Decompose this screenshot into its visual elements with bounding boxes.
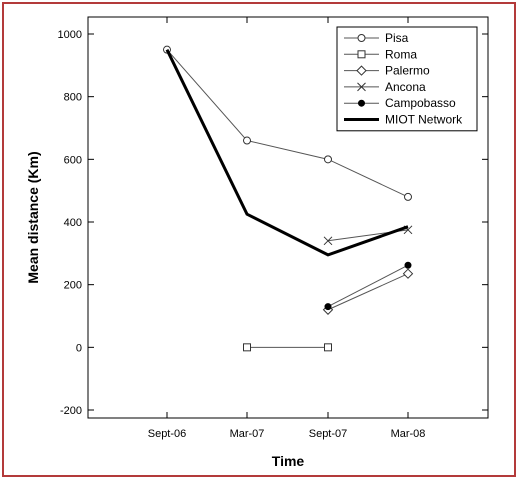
series-layer bbox=[163, 45, 414, 352]
legend-item-palermo: Palermo bbox=[344, 64, 430, 78]
legend-label: Campobasso bbox=[385, 96, 456, 110]
series-miot-network bbox=[165, 49, 409, 257]
x-tick-label: Mar-08 bbox=[391, 428, 426, 440]
data-point-pisa bbox=[404, 192, 412, 201]
data-point-ancona bbox=[323, 236, 333, 246]
series-line-palermo bbox=[327, 273, 409, 311]
x-tick-label: Mar-07 bbox=[230, 428, 265, 440]
plot-area bbox=[87, 16, 489, 419]
y-tick-label: 400 bbox=[64, 217, 82, 229]
series-roma bbox=[243, 343, 332, 352]
y-tick-label: -200 bbox=[60, 405, 82, 417]
legend-marker bbox=[357, 82, 366, 92]
legend-item-pisa: Pisa bbox=[344, 31, 409, 45]
data-point-roma bbox=[243, 343, 251, 352]
y-axis-ticks: -200 0 200 400 600 800 1000 bbox=[58, 29, 488, 417]
legend-label: Roma bbox=[385, 47, 417, 61]
data-point-pisa bbox=[243, 136, 251, 145]
legend-marker bbox=[358, 99, 365, 107]
legend-label: Pisa bbox=[385, 31, 409, 45]
data-point-pisa bbox=[324, 155, 332, 164]
data-point-campobasso bbox=[324, 303, 332, 311]
data-point-roma bbox=[324, 343, 332, 352]
legend-item-miot-network: MIOT Network bbox=[344, 113, 463, 127]
x-tick-label: Sept-07 bbox=[309, 428, 348, 440]
y-axis-title: Mean distance (Km) bbox=[25, 151, 41, 283]
legend-item-roma: Roma bbox=[344, 47, 417, 61]
legend-label: Palermo bbox=[385, 64, 430, 78]
legend-label: Ancona bbox=[385, 80, 426, 94]
series-campobasso bbox=[324, 261, 412, 311]
y-tick-label: 200 bbox=[64, 280, 82, 292]
data-point-campobasso bbox=[404, 261, 412, 269]
x-axis-title: Time bbox=[272, 453, 305, 469]
legend-marker bbox=[356, 65, 367, 76]
data-point-palermo bbox=[402, 268, 414, 279]
legend-marker bbox=[357, 50, 366, 59]
y-tick-label: 0 bbox=[76, 342, 82, 354]
series-line-campobasso bbox=[327, 264, 409, 308]
legend-marker bbox=[357, 34, 366, 42]
series-line-pisa bbox=[166, 49, 409, 198]
y-tick-label: 1000 bbox=[58, 29, 82, 41]
x-axis-ticks: Sept-06 Mar-07 Sept-07 Mar-08 bbox=[148, 17, 426, 440]
x-tick-label: Sept-06 bbox=[148, 428, 187, 440]
legend-label: MIOT Network bbox=[385, 113, 463, 127]
legend-box bbox=[336, 26, 478, 132]
y-tick-label: 800 bbox=[64, 92, 82, 104]
legend: Pisa Roma Palermo Ancona Campobasso MIOT Netw… bbox=[336, 26, 478, 132]
series-line-miot-network bbox=[165, 49, 409, 257]
series-palermo bbox=[322, 268, 414, 315]
y-tick-label: 600 bbox=[64, 154, 82, 166]
legend-item-ancona: Ancona bbox=[344, 80, 426, 94]
plot-box bbox=[87, 16, 489, 419]
legend-item-campobasso: Campobasso bbox=[344, 96, 456, 110]
